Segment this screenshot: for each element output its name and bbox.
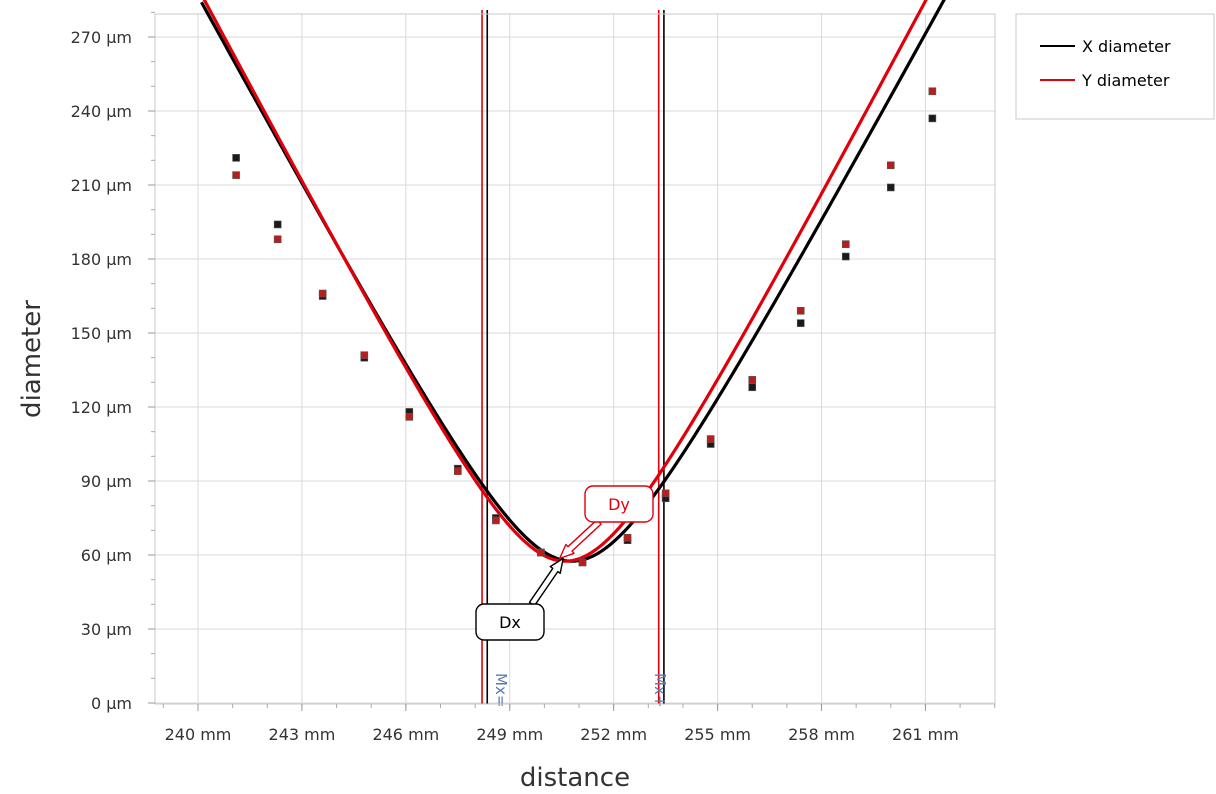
data-point-y-diameter	[928, 87, 937, 96]
y-axis-title: diameter	[17, 300, 47, 418]
plot-frame	[154, 13, 996, 705]
data-point-y-diameter	[661, 489, 670, 498]
data-point-y-diameter	[623, 533, 632, 542]
x-tick-label: 243 mm	[269, 725, 336, 744]
data-point-x-diameter	[841, 252, 850, 261]
data-point-y-diameter	[405, 413, 414, 421]
data-point-y-diameter	[492, 516, 500, 525]
x-tick-label: 246 mm	[372, 725, 439, 744]
y-tick-label: 90 µm	[81, 472, 132, 491]
y-tick-label: 270 µm	[71, 28, 132, 47]
legend-box	[1015, 13, 1215, 120]
y-tick-label: 150 µm	[71, 324, 132, 343]
x-tick-label: 252 mm	[580, 725, 647, 744]
data-point-y-diameter	[886, 161, 895, 170]
x-axis-ticks: 240 mm 243 mm 246 mm 249 mm 252 mm 255 mm 258 …	[162, 704, 996, 744]
legend: X diameter Y diameter	[1015, 13, 1215, 120]
data-point-y-diameter	[232, 171, 240, 179]
y-tick-label: 120 µm	[71, 398, 132, 417]
vertical-marker-label: Мх=	[492, 673, 510, 707]
data-point-x-diameter	[232, 154, 240, 162]
x-axis-title: distance	[520, 763, 630, 793]
data-point-x-diameter	[273, 220, 282, 229]
data-point-y-diameter	[578, 558, 587, 567]
data-point-y-diameter	[841, 240, 850, 248]
data-point-y-diameter	[360, 351, 369, 359]
x-tick-label: 249 mm	[476, 725, 543, 744]
data-point-y-diameter	[318, 289, 327, 298]
data-point-x-diameter	[796, 319, 805, 327]
y-axis-ticks: 0 µm 30 µm 60 µm 90 µm 120 µm 150 µm 180 µm 210…	[71, 11, 155, 713]
data-point-y-diameter	[273, 235, 282, 244]
data-points	[232, 87, 937, 567]
data-point-y-diameter	[453, 467, 462, 475]
y-tick-label: 60 µm	[81, 546, 132, 565]
data-point-y-diameter	[748, 376, 757, 384]
data-point-y-diameter	[796, 306, 805, 315]
y-tick-label: 210 µm	[71, 176, 132, 195]
x-tick-label: 261 mm	[892, 725, 959, 744]
y-tick-label: 180 µm	[71, 250, 132, 269]
data-point-x-diameter	[928, 114, 937, 123]
chart-grid	[155, 14, 995, 704]
x-tick-label: 258 mm	[788, 725, 855, 744]
fit-curve-x-diameter	[200, 0, 946, 563]
data-point-x-diameter	[748, 383, 757, 392]
y-tick-label: 0 µm	[91, 694, 132, 713]
vertical-markers: Мх= Мх+	[481, 10, 669, 707]
data-point-y-diameter	[706, 435, 715, 443]
y-tick-label: 30 µm	[81, 620, 132, 639]
fit-curves	[200, 0, 946, 563]
data-point-x-diameter	[886, 183, 895, 192]
x-tick-label: 240 mm	[165, 725, 232, 744]
y-tick-label: 240 µm	[71, 102, 132, 121]
callout-box	[475, 603, 545, 641]
callout-arrow	[559, 519, 602, 560]
fit-curve-y-diameter	[202, 0, 928, 563]
legend-label: Y diameter	[1081, 71, 1170, 90]
x-tick-label: 255 mm	[684, 725, 751, 744]
data-point-y-diameter	[537, 548, 545, 557]
callout-label: Dy	[608, 495, 630, 514]
vertical-marker-label: Мх+	[651, 673, 669, 707]
callout-box	[584, 485, 654, 523]
callout-label: Dx	[499, 613, 521, 632]
callouts: Dx Dy	[475, 485, 654, 641]
legend-label: X diameter	[1082, 37, 1171, 56]
callout-arrow	[528, 557, 564, 607]
